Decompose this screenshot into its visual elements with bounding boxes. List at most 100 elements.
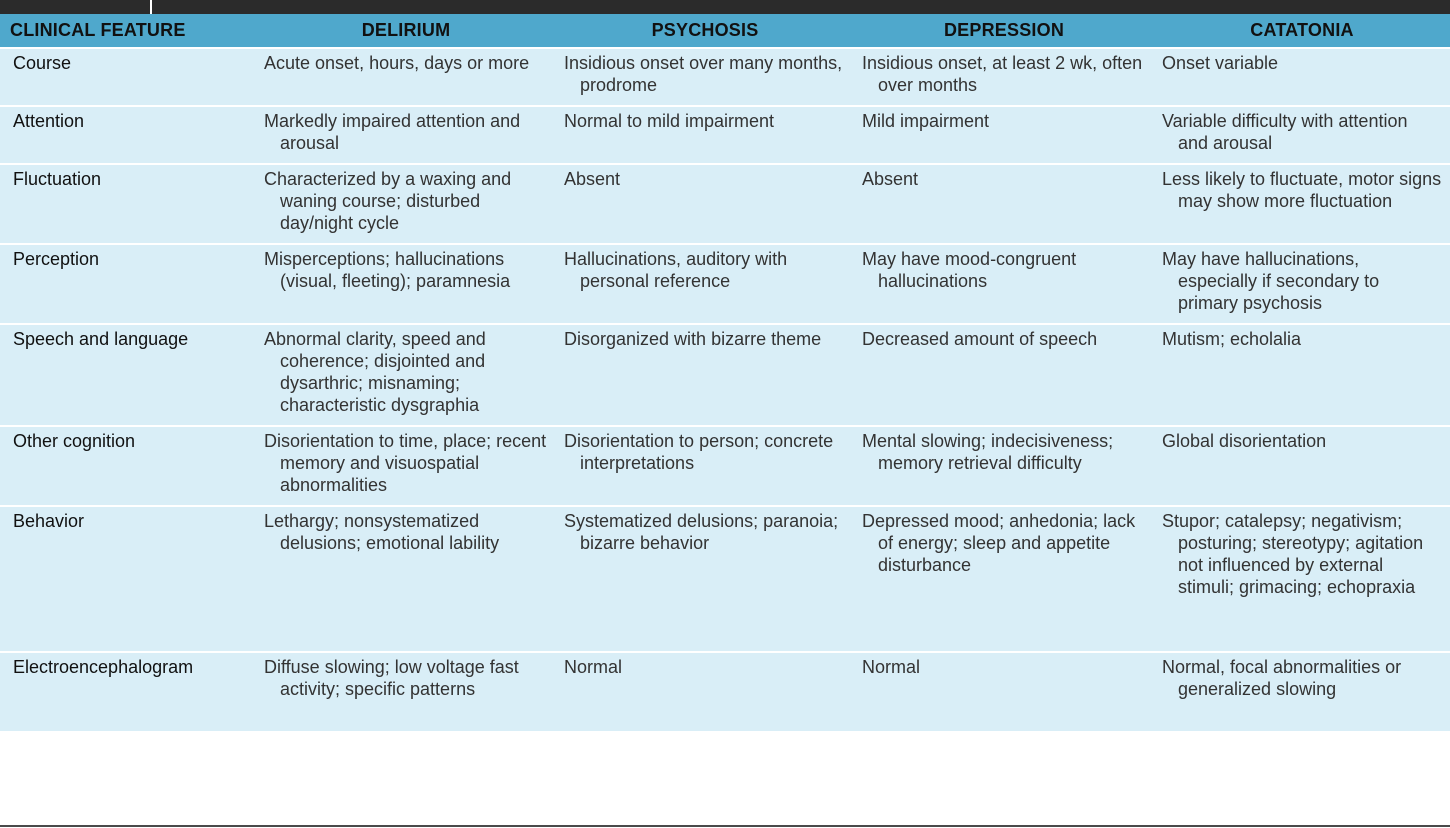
delirium-cell: Acute onset, hours, days or more — [256, 47, 556, 106]
table-row: Course Acute onset, hours, days or more … — [0, 47, 1450, 106]
depression-cell: Insidious onset, at least 2 wk, often ov… — [854, 47, 1154, 106]
top-rule-notch — [150, 0, 152, 14]
cell-text: Mild impairment — [862, 111, 990, 131]
table-row: Behavior Lethargy; nonsystematized delus… — [0, 505, 1450, 652]
cell-text: Global disorientation — [1162, 431, 1327, 451]
comparison-table: CLINICAL FEATURE DELIRIUM PSYCHOSIS DEPR… — [0, 14, 1450, 731]
psychosis-cell: Hallucinations, auditory with personal r… — [556, 243, 854, 324]
catatonia-cell: May have hallucinations, especially if s… — [1154, 243, 1450, 324]
header-row: CLINICAL FEATURE DELIRIUM PSYCHOSIS DEPR… — [0, 14, 1450, 48]
header-clinical-feature: CLINICAL FEATURE — [0, 14, 256, 48]
table-row: Electroencephalogram Diffuse slowing; lo… — [0, 651, 1450, 731]
cell-text: Mental slowing; indecisiveness; memory r… — [862, 431, 1114, 473]
bottom-rule — [0, 825, 1450, 827]
cell-text: Misperceptions; hallucinations (visual, … — [264, 249, 511, 291]
feature-cell: Fluctuation — [0, 163, 256, 244]
cell-text: Stupor; catalepsy; negativism; posturing… — [1162, 511, 1424, 597]
table-row: Perception Misperceptions; hallucination… — [0, 243, 1450, 324]
feature-cell: Perception — [0, 243, 256, 324]
delirium-cell: Lethargy; nonsystematized delusions; emo… — [256, 505, 556, 652]
feature-cell: Attention — [0, 105, 256, 164]
cell-text: Absent — [862, 169, 919, 189]
cell-text: May have mood-congruent hallucinations — [862, 249, 1077, 291]
cell-text: Insidious onset over many months, prodro… — [564, 53, 843, 95]
cell-text: Acute onset, hours, days or more — [264, 53, 530, 73]
delirium-cell: Diffuse slowing; low voltage fast activi… — [256, 651, 556, 731]
depression-cell: Mental slowing; indecisiveness; memory r… — [854, 425, 1154, 506]
cell-text: Insidious onset, at least 2 wk, often ov… — [862, 53, 1143, 95]
feature-cell: Behavior — [0, 505, 256, 652]
cell-text: Normal — [862, 657, 921, 677]
delirium-cell: Misperceptions; hallucinations (visual, … — [256, 243, 556, 324]
feature-cell: Speech and language — [0, 323, 256, 426]
delirium-cell: Characterized by a waxing and waning cou… — [256, 163, 556, 244]
delirium-cell: Disorientation to time, place; recent me… — [256, 425, 556, 506]
feature-cell: Course — [0, 47, 256, 106]
psychosis-cell: Disorganized with bizarre theme — [556, 323, 854, 426]
cell-text: Normal — [564, 657, 623, 677]
cell-text: Onset variable — [1162, 53, 1279, 73]
cell-text: Markedly impaired attention and arousal — [264, 111, 521, 153]
catatonia-cell: Variable difficulty with attention and a… — [1154, 105, 1450, 164]
catatonia-cell: Normal, focal abnormalities or generaliz… — [1154, 651, 1450, 731]
depression-cell: Absent — [854, 163, 1154, 244]
feature-label: Perception — [13, 249, 100, 269]
cell-text: Depressed mood; anhedonia; lack of energ… — [862, 511, 1136, 575]
feature-label: Course — [13, 53, 72, 73]
delirium-cell: Markedly impaired attention and arousal — [256, 105, 556, 164]
cell-text: Normal, focal abnormalities or generaliz… — [1162, 657, 1402, 699]
catatonia-cell: Global disorientation — [1154, 425, 1450, 506]
table-row: Other cognition Disorientation to time, … — [0, 425, 1450, 506]
feature-label: Fluctuation — [13, 169, 102, 189]
psychosis-cell: Normal — [556, 651, 854, 731]
feature-label: Attention — [13, 111, 85, 131]
table-header: CLINICAL FEATURE DELIRIUM PSYCHOSIS DEPR… — [0, 14, 1450, 48]
cell-text: Absent — [564, 169, 621, 189]
table-row: Fluctuation Characterized by a waxing an… — [0, 163, 1450, 244]
cell-text: Lethargy; nonsystematized delusions; emo… — [264, 511, 500, 553]
cell-text: Characterized by a waxing and waning cou… — [264, 169, 512, 233]
depression-cell: Mild impairment — [854, 105, 1154, 164]
cell-text: Disorientation to time, place; recent me… — [264, 431, 547, 495]
catatonia-cell: Less likely to fluctuate, motor signs ma… — [1154, 163, 1450, 244]
feature-label: Other cognition — [13, 431, 136, 451]
psychosis-cell: Systematized delusions; paranoia; bizarr… — [556, 505, 854, 652]
cell-text: Diffuse slowing; low voltage fast activi… — [264, 657, 519, 699]
cell-text: Normal to mild impairment — [564, 111, 775, 131]
feature-cell: Electroencephalogram — [0, 651, 256, 731]
cell-text: Disorganized with bizarre theme — [564, 329, 822, 349]
catatonia-cell: Stupor; catalepsy; negativism; posturing… — [1154, 505, 1450, 652]
top-rule — [0, 0, 1450, 14]
cell-text: Hallucinations, auditory with personal r… — [564, 249, 788, 291]
cell-text: Disorientation to person; concrete inter… — [564, 431, 834, 473]
header-depression: DEPRESSION — [854, 14, 1154, 48]
depression-cell: Depressed mood; anhedonia; lack of energ… — [854, 505, 1154, 652]
catatonia-cell: Onset variable — [1154, 47, 1450, 106]
feature-label: Behavior — [13, 511, 85, 531]
psychosis-cell: Normal to mild impairment — [556, 105, 854, 164]
cell-text: Abnormal clarity, speed and coherence; d… — [264, 329, 486, 415]
cell-text: Less likely to fluctuate, motor signs ma… — [1162, 169, 1442, 211]
psychosis-cell: Disorientation to person; concrete inter… — [556, 425, 854, 506]
feature-label: Speech and language — [13, 329, 189, 349]
header-catatonia: CATATONIA — [1154, 14, 1450, 48]
delirium-cell: Abnormal clarity, speed and coherence; d… — [256, 323, 556, 426]
depression-cell: Normal — [854, 651, 1154, 731]
table-body: Course Acute onset, hours, days or more … — [0, 47, 1450, 731]
table-row: Attention Markedly impaired attention an… — [0, 105, 1450, 164]
cell-text: Systematized delusions; paranoia; bizarr… — [564, 511, 839, 553]
feature-label: Electroencephalogram — [13, 657, 194, 677]
feature-cell: Other cognition — [0, 425, 256, 506]
cell-text: Mutism; echolalia — [1162, 329, 1302, 349]
cell-text: Decreased amount of speech — [862, 329, 1098, 349]
cell-text: May have hallucinations, especially if s… — [1162, 249, 1380, 313]
header-psychosis: PSYCHOSIS — [556, 14, 854, 48]
psychosis-cell: Insidious onset over many months, prodro… — [556, 47, 854, 106]
depression-cell: May have mood-congruent hallucinations — [854, 243, 1154, 324]
table-row: Speech and language Abnormal clarity, sp… — [0, 323, 1450, 426]
header-delirium: DELIRIUM — [256, 14, 556, 48]
catatonia-cell: Mutism; echolalia — [1154, 323, 1450, 426]
cell-text: Variable difficulty with attention and a… — [1162, 111, 1408, 153]
psychosis-cell: Absent — [556, 163, 854, 244]
